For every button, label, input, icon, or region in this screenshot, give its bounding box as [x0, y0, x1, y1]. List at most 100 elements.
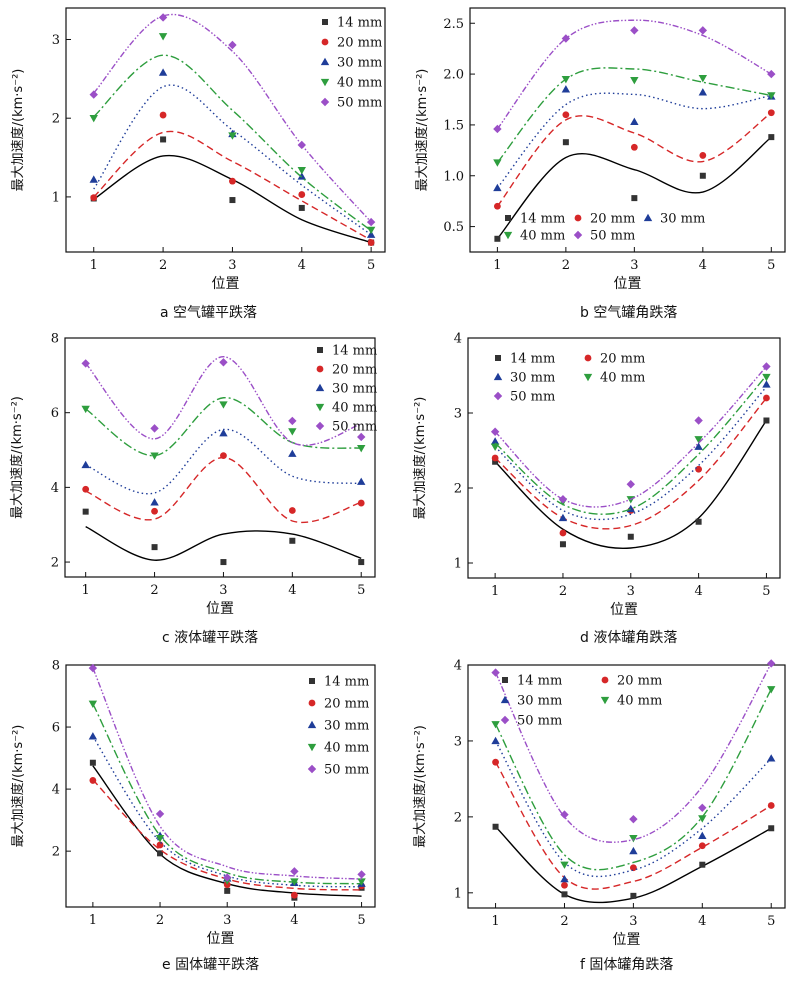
- data-point-a-14mm-3: [298, 204, 305, 211]
- legend-b: 14 mm 20 mm 30 mm 40 mm 50 mm: [503, 212, 705, 244]
- data-point-a-50mm-1: [158, 13, 168, 22]
- data-point-e-30mm-0: [88, 732, 98, 740]
- legend-marker-e-4: [307, 764, 317, 774]
- data-point-f-20mm-4: [767, 802, 775, 809]
- y-tick-label-a-0: 1: [52, 190, 60, 205]
- x-tick-label-a-4: 5: [367, 258, 375, 273]
- legend-label-a-2: 30 mm: [337, 56, 382, 71]
- x-tick-label-c-0: 1: [82, 583, 90, 598]
- y-tick-label-c-3: 8: [51, 332, 59, 347]
- x-tick-label-f-0: 1: [491, 914, 499, 929]
- data-point-c-30mm-1: [150, 498, 159, 506]
- chart-b: 1 2 3 4 5 0.5 1.0 1.5 2.0 2.5 位置 最大加速度/(km·s⁻²) 14 m…: [414, 7, 786, 292]
- chart-caption-d: d 液体罐角跌落: [580, 630, 678, 646]
- data-point-f-14mm-1: [561, 891, 568, 898]
- data-point-f-50mm-1: [560, 810, 569, 819]
- legend-marker-e-1: [308, 699, 316, 707]
- plot-frame-a: [65, 7, 386, 253]
- data-point-c-14mm-1: [151, 544, 158, 551]
- legend-marker-b-4: [573, 230, 583, 240]
- data-point-b-40mm-4: [767, 92, 776, 100]
- legend-marker-e-0: [309, 678, 315, 684]
- data-point-a-50mm-2: [228, 40, 237, 50]
- legend-label-e-0: 14 mm: [324, 675, 369, 690]
- data-point-b-14mm-3: [699, 172, 706, 179]
- y-tick-label-e-3: 8: [52, 659, 60, 674]
- y-axis-label-c: 最大加速度/(km·s⁻²): [9, 396, 25, 519]
- legend-marker-c-0: [317, 347, 323, 353]
- data-point-c-20mm-4: [357, 499, 365, 507]
- x-axis-label-b: 位置: [614, 276, 642, 292]
- legend-marker-d-3: [583, 373, 593, 382]
- data-point-b-14mm-4: [768, 134, 775, 141]
- legend-label-e-2: 30 mm: [324, 719, 369, 734]
- data-point-a-30mm-3: [297, 172, 306, 180]
- data-point-e-14mm-0: [89, 759, 96, 766]
- data-point-a-30mm-0: [89, 175, 98, 183]
- y-tick-label-c-2: 6: [51, 406, 59, 421]
- fit-curve-a-20mm: [93, 130, 372, 241]
- legend-marker-f-0: [502, 677, 508, 683]
- data-point-e-40mm-1: [155, 834, 165, 843]
- y-tick-label-e-2: 6: [52, 721, 60, 736]
- data-point-b-40mm-3: [698, 75, 708, 83]
- x-tick-label-d-4: 5: [762, 584, 770, 599]
- legend-label-b-3: 40 mm: [520, 229, 565, 244]
- data-point-d-50mm-0: [490, 427, 500, 436]
- y-axis-label-d: 最大加速度/(km·s⁻²): [412, 397, 428, 520]
- y-tick-label-d-0: 1: [454, 557, 462, 572]
- y-tick-label-e-0: 2: [52, 845, 60, 860]
- y-tick-label-f-0: 1: [454, 886, 462, 901]
- fit-curve-e-30mm: [92, 735, 362, 888]
- legend-marker-c-2: [315, 383, 325, 392]
- data-point-a-40mm-3: [297, 166, 306, 175]
- data-point-e-40mm-0: [88, 700, 98, 708]
- x-axis-label-c: 位置: [206, 601, 234, 617]
- legend-marker-c-4: [315, 421, 325, 431]
- data-point-c-14mm-0: [82, 508, 89, 515]
- data-point-b-50mm-1: [561, 34, 571, 43]
- data-point-e-20mm-0: [89, 777, 97, 784]
- x-axis-label-f: 位置: [613, 932, 641, 948]
- legend-marker-a-3: [320, 78, 330, 87]
- data-point-e-20mm-3: [290, 891, 298, 899]
- x-tick-label-c-2: 3: [219, 583, 227, 598]
- legend-label-b-0: 14 mm: [520, 212, 565, 227]
- y-tick-label-f-3: 4: [454, 659, 462, 674]
- y-tick-label-c-1: 4: [51, 481, 59, 496]
- legend-marker-a-1: [321, 38, 329, 46]
- data-point-d-30mm-3: [694, 442, 703, 450]
- chart-e: 1 2 3 4 5 2 4 6 8 位置 最大加速度/(km·s⁻²) 14 mm 20 mm 30 mm…: [10, 659, 376, 947]
- data-point-a-20mm-3: [298, 191, 306, 198]
- chart-panel-b: 1 2 3 4 5 0.5 1.0 1.5 2.0 2.5 位置 最大加速度/(km·s⁻²) 14 m…: [400, 0, 800, 330]
- x-tick-label-a-1: 2: [159, 258, 167, 273]
- x-axis-label-d: 位置: [610, 602, 638, 618]
- data-point-f-30mm-4: [767, 754, 776, 762]
- data-point-b-40mm-2: [630, 77, 639, 85]
- data-point-f-20mm-3: [698, 842, 706, 850]
- data-point-b-50mm-3: [698, 26, 708, 35]
- legend-label-f-3: 40 mm: [617, 694, 662, 709]
- data-point-b-50mm-0: [493, 124, 502, 134]
- legend-label-b-2: 30 mm: [660, 212, 705, 227]
- legend-marker-b-3: [503, 231, 513, 240]
- y-tick-label-f-2: 3: [454, 734, 462, 749]
- data-point-b-20mm-2: [630, 143, 638, 151]
- data-point-a-20mm-4: [367, 239, 375, 246]
- data-point-c-40mm-0: [81, 405, 90, 414]
- data-point-b-50mm-2: [630, 26, 639, 35]
- data-point-c-20mm-0: [82, 485, 90, 493]
- data-point-c-20mm-3: [288, 507, 296, 514]
- legend-label-d-3: 40 mm: [600, 371, 645, 386]
- x-tick-label-b-2: 3: [630, 258, 638, 273]
- data-point-f-14mm-0: [492, 823, 499, 830]
- legend-a: 14 mm 20 mm 30 mm 40 mm 50 mm: [320, 16, 382, 111]
- data-point-f-50mm-3: [698, 803, 707, 812]
- data-point-c-50mm-1: [150, 424, 159, 433]
- legend-marker-d-1: [584, 354, 592, 362]
- legend-marker-c-1: [316, 365, 324, 373]
- x-tick-label-e-3: 4: [290, 913, 298, 928]
- data-point-a-40mm-0: [89, 115, 98, 123]
- fit-curve-c-30mm: [85, 428, 362, 495]
- fit-curve-c-20mm: [85, 456, 362, 524]
